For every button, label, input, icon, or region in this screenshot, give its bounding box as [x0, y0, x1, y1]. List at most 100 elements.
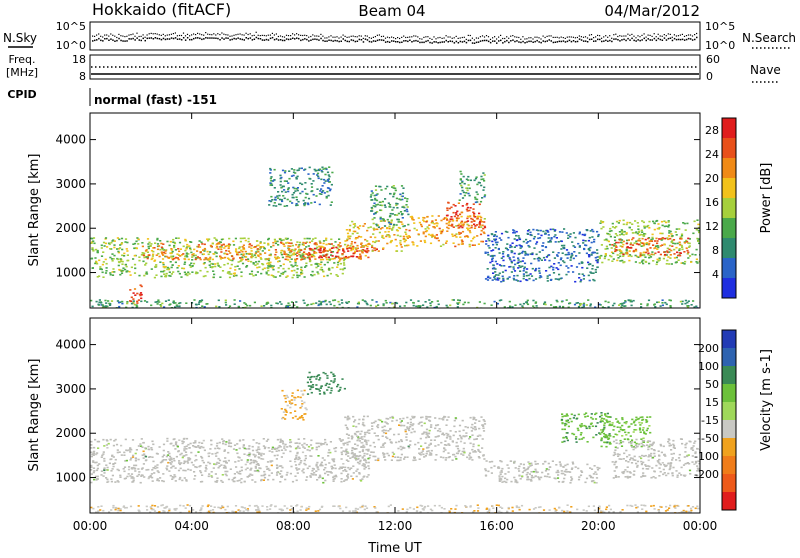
nsky-point	[448, 41, 450, 43]
power-cell	[527, 241, 529, 243]
nsearch-point	[302, 35, 303, 36]
velocity-cell	[128, 473, 130, 475]
power-cell	[169, 245, 171, 247]
power-cell	[645, 261, 647, 263]
velocity-cell	[350, 467, 352, 469]
power-cell	[169, 271, 171, 273]
velocity-cell	[312, 468, 314, 470]
power-cell	[582, 273, 584, 275]
nsky-point	[583, 40, 585, 42]
power-cell	[263, 242, 265, 244]
velocity-cell	[405, 429, 407, 431]
nsearch-point	[177, 35, 178, 36]
power-cell	[638, 232, 640, 234]
power-cell	[621, 232, 623, 234]
power-cell	[647, 225, 649, 227]
velocity-cell	[358, 463, 360, 465]
power-cell	[287, 306, 289, 308]
power-cell	[538, 260, 540, 262]
velocity-cell	[295, 448, 297, 450]
velocity-cell	[294, 475, 296, 477]
power-cell	[678, 250, 680, 252]
velocity-cell	[368, 468, 370, 470]
velocity-cell	[277, 471, 279, 473]
velocity-cell	[91, 456, 93, 458]
power-cell	[452, 235, 454, 237]
velocity-cell	[469, 436, 471, 438]
velocity-cell	[347, 428, 349, 430]
velocity-cell	[308, 466, 310, 468]
velocity-cell	[183, 450, 185, 452]
velocity-cell	[124, 466, 126, 468]
nsearch-point	[567, 37, 568, 38]
velocity-cell	[106, 440, 108, 442]
velocity-cell	[398, 441, 400, 443]
power-cell	[595, 271, 597, 273]
power-cell	[148, 254, 150, 256]
power-cell	[621, 229, 623, 231]
velocity-cell	[233, 481, 235, 483]
power-cell	[666, 304, 668, 306]
nsearch-point	[353, 36, 354, 37]
power-cell	[596, 253, 598, 255]
velocity-cell	[117, 469, 119, 471]
nsky-point	[159, 38, 161, 40]
power-cell	[389, 228, 391, 230]
power-cell	[361, 242, 363, 244]
power-cell	[290, 243, 292, 245]
velocity-cell	[333, 448, 335, 450]
power-cell	[678, 228, 680, 230]
velocity-cell	[247, 459, 249, 461]
velocity-cell	[145, 469, 147, 471]
freq-label-2: [MHz]	[6, 66, 38, 79]
power-cell	[354, 231, 356, 233]
nsky-point	[553, 42, 555, 44]
nsky-point	[452, 41, 454, 43]
power-cell	[405, 233, 407, 235]
nsearch-point	[579, 35, 580, 36]
velocity-cell	[274, 455, 276, 457]
power-cell	[199, 240, 201, 242]
power-cell	[664, 238, 666, 240]
power-cell	[667, 252, 669, 254]
power-cell	[213, 274, 215, 276]
power-cell	[293, 252, 295, 254]
power-cell	[256, 267, 258, 269]
power-cell	[628, 300, 630, 302]
power-cell	[406, 198, 408, 200]
velocity-cell	[330, 441, 332, 443]
power-cell	[353, 223, 355, 225]
power-cell	[157, 243, 159, 245]
velocity-cell	[116, 444, 118, 446]
velocity-cell	[202, 447, 204, 449]
power-cell	[561, 241, 563, 243]
velocity-cell	[120, 445, 122, 447]
power-cell	[592, 231, 594, 233]
power-cell	[318, 301, 320, 303]
power-cell	[586, 267, 588, 269]
velocity-cell	[113, 445, 115, 447]
power-cell	[449, 220, 451, 222]
power-cell	[392, 213, 394, 215]
power-cell	[277, 191, 279, 193]
nsky-point	[431, 42, 433, 44]
velocity-cell	[191, 462, 193, 464]
velocity-cell	[173, 439, 175, 441]
power-cell	[525, 239, 527, 241]
power-cell	[485, 278, 487, 280]
velocity-cell	[103, 451, 105, 453]
power-cell	[473, 236, 475, 238]
power-cell	[344, 268, 346, 270]
colorbar-tick-label: 24	[705, 148, 719, 161]
power-cell	[356, 232, 358, 234]
power-cell	[589, 280, 591, 282]
power-cell	[319, 251, 321, 253]
power-cell	[659, 233, 661, 235]
nsky-point	[278, 39, 280, 41]
velocity-cell	[446, 419, 448, 421]
velocity-cell	[261, 475, 263, 477]
velocity-cell	[289, 445, 291, 447]
power-cell	[601, 262, 603, 264]
power-cell	[541, 259, 543, 261]
power-cell	[518, 253, 520, 255]
